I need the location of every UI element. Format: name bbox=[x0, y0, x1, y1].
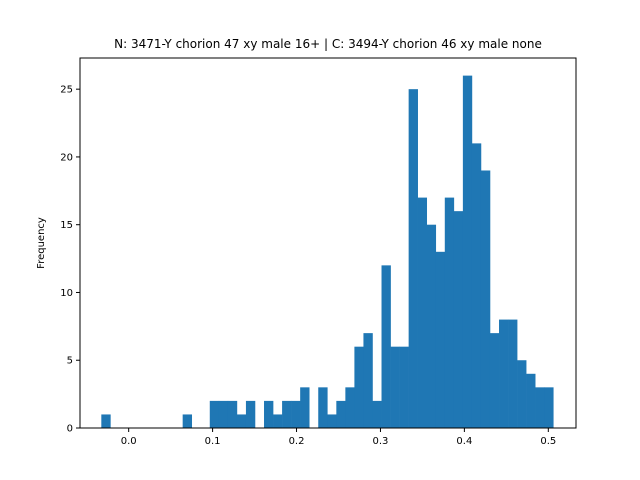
histogram-bar bbox=[489, 333, 500, 428]
histogram-bar bbox=[363, 333, 373, 428]
histogram-bar bbox=[273, 414, 283, 428]
y-tick-label: 15 bbox=[60, 220, 73, 231]
y-tick-label: 10 bbox=[60, 288, 73, 299]
histogram-bar bbox=[282, 400, 292, 428]
histogram-bar bbox=[544, 387, 554, 428]
histogram-bar bbox=[399, 346, 409, 428]
histogram-bar bbox=[372, 400, 382, 428]
x-tick-label: 0.0 bbox=[121, 436, 137, 447]
y-axis-label: Frequency bbox=[36, 217, 47, 269]
histogram-bar bbox=[462, 75, 473, 429]
histogram-bar bbox=[345, 387, 355, 428]
histogram-bar bbox=[209, 400, 220, 428]
histogram-bar bbox=[499, 319, 509, 428]
plot-frame bbox=[79, 57, 577, 429]
histogram-bar bbox=[535, 387, 545, 428]
bars-group bbox=[101, 75, 554, 429]
histogram-bar bbox=[336, 400, 346, 428]
x-tick-label: 0.5 bbox=[540, 436, 556, 447]
histogram-bar bbox=[526, 373, 536, 428]
histogram-bar bbox=[245, 400, 256, 428]
histogram-bar bbox=[453, 211, 464, 428]
y-tick-label: 25 bbox=[60, 85, 73, 96]
histogram-bar bbox=[390, 346, 400, 428]
histogram-bar bbox=[517, 360, 527, 428]
histogram-bar bbox=[318, 387, 328, 428]
histogram-bar bbox=[218, 400, 229, 428]
y-axis-ticks: 0 5 10 15 20 25 bbox=[60, 85, 80, 435]
histogram-bar bbox=[381, 265, 391, 428]
histogram-bar bbox=[508, 319, 518, 428]
histogram-bar bbox=[408, 89, 418, 429]
y-tick-label: 5 bbox=[67, 356, 73, 367]
histogram-bar bbox=[291, 400, 301, 428]
x-tick-label: 0.3 bbox=[373, 436, 389, 447]
histogram-bar bbox=[426, 224, 437, 428]
histogram-bar bbox=[480, 170, 491, 429]
histogram-bar bbox=[354, 346, 364, 428]
histogram-bar bbox=[471, 143, 482, 428]
histogram-bar bbox=[101, 414, 111, 428]
y-tick-label: 20 bbox=[60, 152, 73, 163]
x-axis-ticks: 0.0 0.1 0.2 0.3 0.4 0.5 bbox=[121, 428, 556, 447]
y-tick-label: 0 bbox=[67, 424, 73, 435]
histogram-bar bbox=[417, 197, 428, 428]
histogram-bar bbox=[236, 414, 247, 428]
histogram-bar bbox=[227, 400, 238, 428]
histogram-bar bbox=[300, 387, 310, 428]
histogram-bar bbox=[327, 414, 337, 428]
histogram-bar bbox=[182, 414, 193, 428]
x-tick-label: 0.2 bbox=[289, 436, 305, 447]
histogram-bar bbox=[264, 400, 274, 428]
histogram-bar bbox=[435, 251, 446, 428]
x-tick-label: 0.1 bbox=[205, 436, 221, 447]
x-tick-label: 0.4 bbox=[456, 436, 472, 447]
histogram-bar bbox=[444, 197, 455, 428]
chart-title: N: 3471-Y chorion 47 xy male 16+ | C: 34… bbox=[114, 37, 542, 51]
